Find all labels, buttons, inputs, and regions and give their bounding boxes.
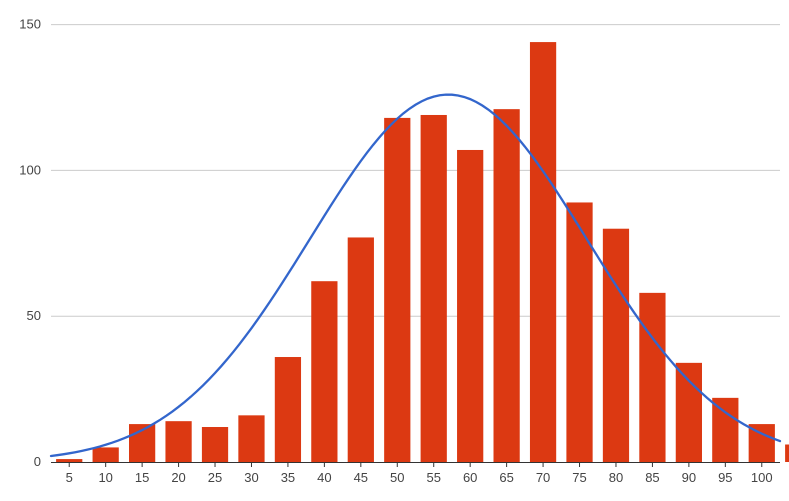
x-tick-label: 10	[98, 470, 112, 485]
x-tick-label: 95	[718, 470, 732, 485]
x-tick-label: 85	[645, 470, 659, 485]
x-tick-label: 30	[244, 470, 258, 485]
histogram-bar	[238, 415, 264, 462]
y-tick-label: 150	[19, 17, 41, 32]
histogram-bar	[494, 109, 520, 462]
x-tick-label: 100	[751, 470, 773, 485]
x-tick-label: 70	[536, 470, 550, 485]
histogram-bar	[421, 115, 447, 462]
histogram-bar	[530, 42, 556, 462]
histogram-bar	[785, 445, 789, 463]
x-tick-label: 20	[171, 470, 185, 485]
histogram-bar	[384, 118, 410, 462]
histogram-bar	[639, 293, 665, 462]
histogram-bar	[93, 447, 119, 462]
x-tick-label: 75	[572, 470, 586, 485]
histogram-bar	[165, 421, 191, 462]
x-tick-label: 25	[208, 470, 222, 485]
x-tick-label: 45	[354, 470, 368, 485]
x-tick-label: 55	[426, 470, 440, 485]
histogram-bar	[457, 150, 483, 462]
histogram-bar	[712, 398, 738, 462]
x-tick-label: 5	[66, 470, 73, 485]
y-tick-label: 0	[34, 454, 41, 469]
x-tick-label: 60	[463, 470, 477, 485]
histogram-bar	[603, 229, 629, 462]
x-tick-label: 80	[609, 470, 623, 485]
histogram-bar	[202, 427, 228, 462]
histogram-bar	[56, 459, 82, 462]
x-tick-label: 90	[682, 470, 696, 485]
x-tick-label: 40	[317, 470, 331, 485]
x-tick-label: 15	[135, 470, 149, 485]
x-tick-label: 35	[281, 470, 295, 485]
histogram-chart: 0 50 100 150 5 10 15 20 25 30 35 40 45 50 55 60 65 70 75 80…	[0, 0, 789, 501]
histogram-bar	[275, 357, 301, 462]
histogram-bar	[348, 237, 374, 462]
x-tick-label: 65	[499, 470, 513, 485]
chart-svg: 0 50 100 150 5 10 15 20 25 30 35 40 45 50 55 60 65 70 75 80…	[0, 0, 789, 501]
y-tick-label: 50	[27, 308, 41, 323]
histogram-bar	[311, 281, 337, 462]
histogram-bar	[676, 363, 702, 462]
y-tick-label: 100	[19, 162, 41, 177]
distribution-curve	[51, 95, 780, 456]
x-tick-label: 50	[390, 470, 404, 485]
